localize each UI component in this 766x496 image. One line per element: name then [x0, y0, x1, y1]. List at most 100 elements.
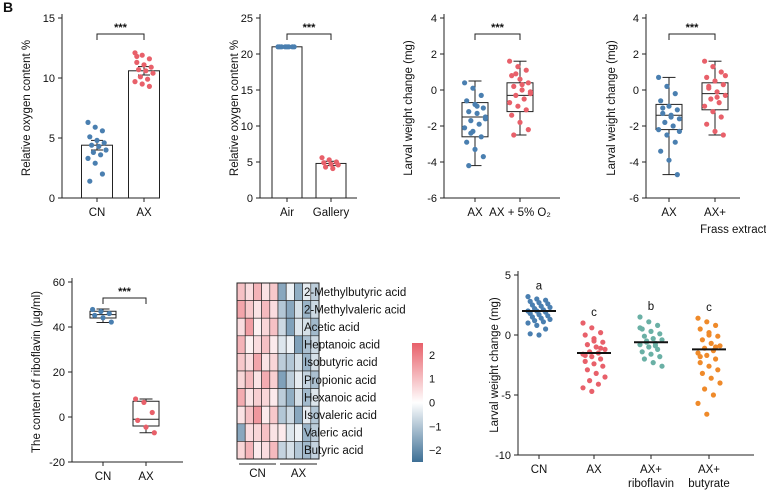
p7-data-point — [652, 343, 659, 349]
p7-data-point — [593, 370, 599, 376]
p6-heatmap-cell — [277, 405, 287, 425]
p6-heatmap-cell — [285, 441, 295, 460]
p7-data-point — [547, 316, 553, 322]
p2-data-point — [321, 160, 327, 166]
p1-data-point — [139, 52, 145, 58]
p7-data-point — [646, 344, 652, 350]
p2-ytick-label: 15 — [241, 85, 253, 97]
p3-ytick-label: 0 — [431, 85, 437, 97]
p3-data-point — [480, 105, 486, 111]
p7-data-point — [713, 356, 719, 362]
p7-data-point — [699, 337, 706, 343]
p2-ytick-label: 20 — [241, 49, 253, 61]
p2-ytick-label: 25 — [241, 13, 253, 25]
p5-data-point — [108, 319, 114, 325]
p2-sig-bracket — [286, 33, 332, 40]
p7-ytick-label: 5 — [505, 270, 511, 282]
p3-data-point — [525, 80, 531, 86]
p3-data-point — [474, 110, 480, 116]
p1-ylabel: Relative oxygen content % — [21, 40, 33, 176]
p6-heatmap-cell — [269, 300, 279, 319]
p1-data-point — [150, 70, 156, 76]
p1-data-point — [85, 155, 91, 161]
p6-heatmap-cell — [261, 335, 271, 354]
p7-data-point — [540, 319, 547, 325]
p1-data-point — [146, 83, 152, 89]
p3-data-point — [509, 112, 515, 118]
p6-heatmap-cell — [253, 300, 262, 319]
p6-colorbar-tick: −1 — [429, 421, 442, 433]
p6-heatmap-cell — [261, 388, 271, 407]
p6-heatmap-cell — [277, 300, 287, 319]
p4-data-point — [720, 132, 726, 138]
p7-data-point — [641, 356, 648, 362]
p6-heatmap-cell — [285, 370, 295, 389]
p6-heatmap-cell — [294, 441, 303, 460]
p4-xtick-label: AX — [661, 207, 677, 219]
p4-data-point — [664, 83, 670, 89]
p3-data-point — [525, 127, 531, 133]
p7-data-point — [657, 354, 663, 360]
p3-data-point — [478, 134, 484, 140]
p6-heatmap-cell — [244, 335, 254, 354]
p1-data-point — [132, 79, 138, 85]
p5-data-point — [98, 308, 104, 315]
p4-data-point — [674, 107, 680, 113]
p7-ytick-label: -10 — [495, 450, 511, 462]
p5-data-point — [90, 306, 96, 313]
p6-heatmap-cell — [269, 317, 279, 337]
p2-data-point — [286, 44, 292, 50]
p6-heatmap-cell — [277, 335, 287, 354]
p4-data-point — [722, 73, 729, 79]
p6-heatmap-cell — [244, 388, 254, 407]
p7-data-point — [637, 342, 643, 348]
p7-data-point — [715, 367, 721, 373]
p7-data-point — [580, 320, 586, 326]
p7-xtick-label: AX+ — [698, 464, 720, 476]
p6-heatmap-cell — [277, 388, 287, 407]
p6-heatmap-cell — [294, 317, 303, 337]
p7-data-point — [659, 337, 665, 343]
p4-ytick-label: -6 — [629, 193, 639, 205]
p6-heatmap-cell — [277, 282, 287, 301]
p7-data-point — [695, 315, 701, 321]
p7-data-point — [547, 304, 553, 310]
p4-data-point — [660, 105, 666, 111]
p6-row-label: 2-Methylbutyric acid — [304, 287, 406, 299]
p7-data-point — [704, 411, 710, 417]
p3-data-point — [513, 92, 519, 98]
p1-sig-label: *** — [114, 22, 128, 34]
p5-data-point — [141, 399, 147, 405]
p6-heatmap-cell — [294, 405, 303, 425]
p6-colorbar — [412, 343, 423, 462]
p7-data-point — [591, 338, 597, 344]
p6-row-label: Valeric acid — [304, 428, 363, 440]
p5-xtick-label: AX — [138, 471, 154, 483]
p7-data-point — [600, 363, 606, 369]
p3-data-point — [519, 82, 525, 88]
p4-data-point — [714, 89, 720, 95]
p5-ytick-label: 60 — [53, 277, 65, 289]
p7-data-point — [536, 332, 542, 338]
p6-heatmap-cell — [285, 405, 295, 425]
p6-colorbar-tick: 0 — [429, 398, 435, 410]
p7-data-point — [704, 352, 710, 358]
p2-sig-label: *** — [303, 22, 317, 34]
p2-ylabel: Relative oxygen content % — [229, 40, 241, 176]
p6-heatmap-cell — [253, 282, 262, 301]
p2-ytick-label: 0 — [247, 193, 253, 205]
p6-heatmap-cell — [244, 300, 254, 319]
p3-sig-bracket — [474, 33, 521, 40]
p4-data-point — [672, 91, 678, 97]
p3-data-point — [482, 116, 488, 122]
p6-heatmap-cell — [269, 282, 279, 301]
p3-data-point — [511, 83, 517, 89]
p7-xtick-label-line2: butyrate — [688, 478, 730, 490]
p7-data-point — [598, 345, 604, 351]
p5-data-point — [92, 312, 98, 318]
p1-sig-bracket — [96, 33, 145, 40]
p4-data-point — [668, 114, 674, 120]
p3-data-point — [480, 154, 486, 160]
p1-data-point — [99, 171, 105, 177]
